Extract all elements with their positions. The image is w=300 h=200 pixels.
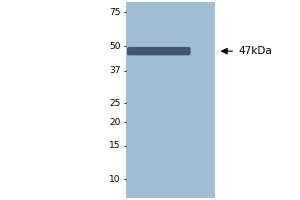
Text: 10: 10 <box>109 175 121 184</box>
Text: 15: 15 <box>109 141 121 150</box>
Text: 20: 20 <box>109 118 121 127</box>
FancyBboxPatch shape <box>127 2 215 198</box>
Text: 25: 25 <box>109 99 121 108</box>
FancyBboxPatch shape <box>127 47 190 55</box>
Text: 37: 37 <box>109 66 121 75</box>
Text: 47kDa: 47kDa <box>238 46 272 56</box>
Text: 75: 75 <box>109 8 121 17</box>
Text: 50: 50 <box>109 42 121 51</box>
